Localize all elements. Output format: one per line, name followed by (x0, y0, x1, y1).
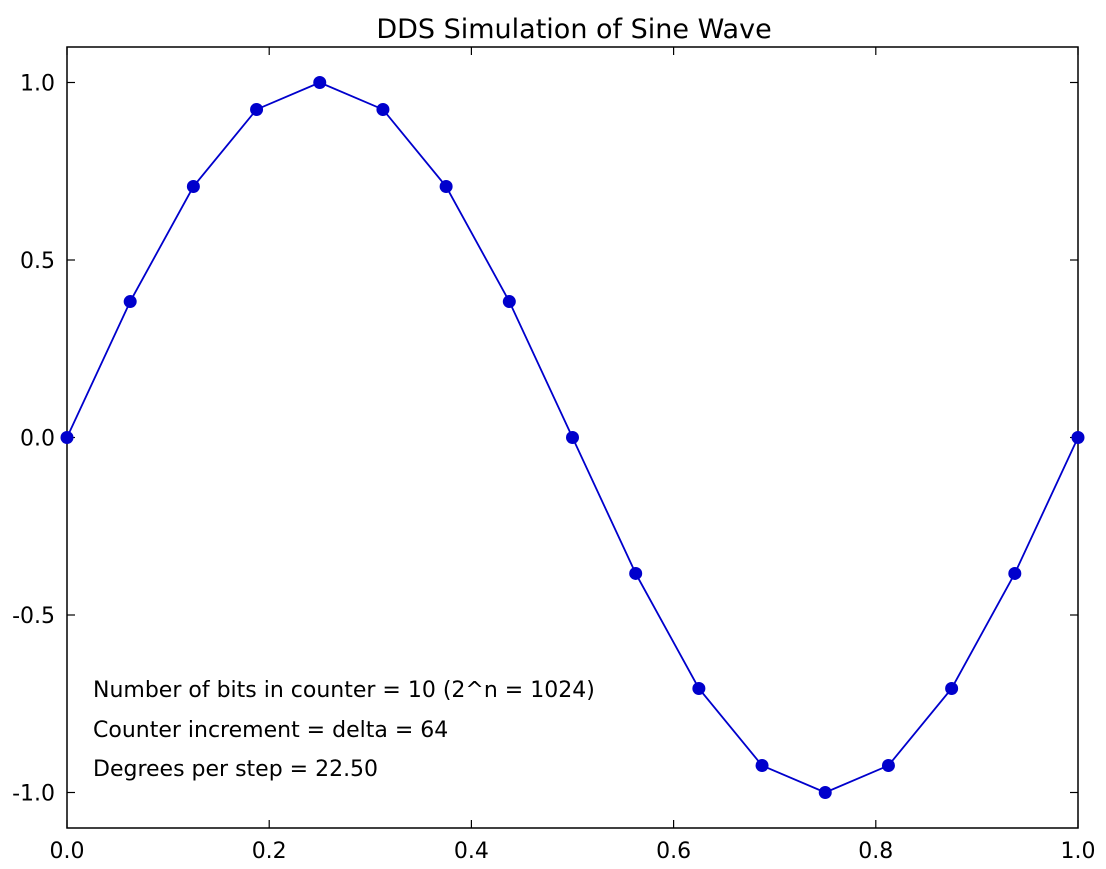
tick-labels: 0.0 0.2 0.4 0.6 0.8 1.0 1.0 0.5 0.0 -0.5 -1.0 (12, 72, 1095, 865)
data-point (881, 759, 895, 773)
y-tick-label: 0.5 (20, 249, 55, 274)
data-point (692, 681, 706, 695)
data-point (250, 102, 264, 116)
y-tick-label: -1.0 (12, 782, 55, 807)
x-tick-label: 1.0 (1061, 839, 1096, 864)
data-point (1071, 431, 1085, 444)
x-tick-label: 0.0 (50, 839, 85, 864)
data-point (755, 759, 769, 773)
x-tick-label: 0.6 (656, 839, 691, 864)
y-tick-label: 1.0 (20, 72, 55, 97)
data-point (566, 431, 579, 444)
y-tick-label: -0.5 (12, 604, 55, 629)
annotation-degrees-line: Degrees per step = 22.50 (93, 757, 378, 782)
chart-title: DDS Simulation of Sine Wave (376, 14, 771, 45)
x-tick-label: 0.8 (858, 839, 893, 864)
data-series (60, 76, 1085, 799)
data-point (818, 786, 832, 799)
data-point (502, 295, 516, 309)
data-point (439, 180, 453, 194)
data-point (1008, 566, 1022, 580)
data-point (60, 431, 74, 444)
data-point (186, 180, 200, 194)
data-point (313, 76, 327, 89)
data-point (945, 681, 959, 695)
annotation-increment-line: Counter increment = delta = 64 (93, 718, 448, 743)
x-tick-label: 0.4 (454, 839, 489, 864)
x-tick-label: 0.2 (252, 839, 287, 864)
y-tick-label: 0.0 (20, 427, 55, 452)
data-point (376, 102, 390, 116)
data-point (629, 566, 643, 580)
annotation-bits-line: Number of bits in counter = 10 (2^n = 10… (93, 678, 595, 703)
annotation-block: Number of bits in counter = 10 (2^n = 10… (93, 678, 595, 782)
data-point (123, 295, 137, 309)
